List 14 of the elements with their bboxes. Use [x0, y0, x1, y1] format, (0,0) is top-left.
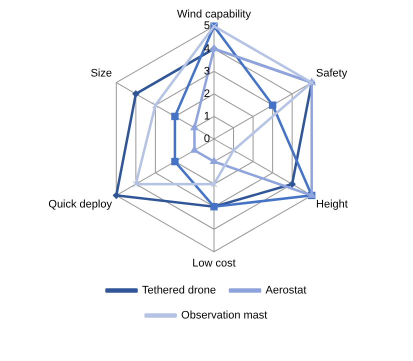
spoke-label: Size	[90, 68, 112, 80]
y-tick-label: 5	[204, 20, 210, 32]
spoke-label: Height	[316, 198, 348, 211]
y-tick-label: 0	[204, 133, 210, 146]
spoke-label: Low cost	[192, 257, 236, 270]
y-tick-label: 3	[204, 65, 210, 78]
legend-label: Observation mast	[181, 310, 268, 322]
spoke-label: Safety	[316, 68, 348, 80]
y-tick-label: 2	[204, 88, 210, 100]
legend-label: Aerostat	[266, 284, 306, 297]
legend-label: Tethered drone	[142, 284, 216, 297]
y-tick-label: 1	[204, 110, 210, 122]
spoke-label: Wind capability	[177, 8, 252, 21]
spoke-label: Quick deploy	[48, 198, 112, 211]
